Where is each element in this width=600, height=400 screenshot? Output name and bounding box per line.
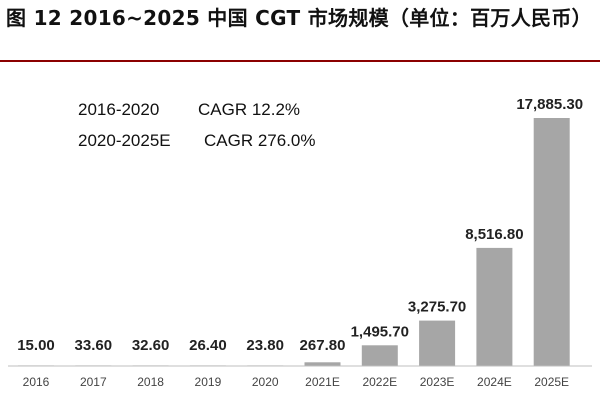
data-labels: 15.00 33.60 32.60 26.40 23.80 267.80 1,495.70 3… bbox=[17, 96, 583, 354]
title-underline bbox=[0, 60, 600, 62]
chart-title: 图 12 2016~2025 中国 CGT 市场规模（单位：百万人民币） bbox=[6, 6, 592, 30]
bar-2021E bbox=[304, 362, 341, 366]
x-tick-2023E: 2023E bbox=[420, 375, 455, 389]
x-tick-2018: 2018 bbox=[137, 375, 164, 389]
bar-2022E bbox=[361, 345, 398, 366]
cagr-annotations: 2016-2020 CAGR 12.2% 2020-2025E CAGR 276… bbox=[78, 100, 316, 150]
x-axis-ticks: 2016 2017 2018 2019 2020 2021E 2022E 2023E 2024E… bbox=[23, 375, 569, 389]
value-label-2018: 32.60 bbox=[132, 337, 170, 354]
bar-series bbox=[18, 118, 570, 366]
value-label-2025E: 17,885.30 bbox=[516, 96, 583, 113]
cagr-value-2: CAGR 276.0% bbox=[204, 131, 316, 150]
cagr-period-2: 2020-2025E bbox=[78, 131, 171, 150]
x-tick-2020: 2020 bbox=[252, 375, 279, 389]
x-tick-2025E: 2025E bbox=[534, 375, 569, 389]
cagr-period-1: 2016-2020 bbox=[78, 100, 159, 119]
bar-2024E bbox=[476, 247, 513, 366]
value-label-2019: 26.40 bbox=[189, 337, 227, 354]
value-label-2021E: 267.80 bbox=[300, 337, 346, 354]
value-label-2023E: 3,275.70 bbox=[408, 299, 466, 316]
value-label-2022E: 1,495.70 bbox=[351, 323, 409, 340]
x-tick-2021E: 2021E bbox=[305, 375, 340, 389]
x-tick-2017: 2017 bbox=[80, 375, 107, 389]
bar-2025E bbox=[533, 118, 570, 366]
value-label-2017: 33.60 bbox=[75, 337, 113, 354]
value-label-2024E: 8,516.80 bbox=[465, 226, 523, 243]
x-tick-2024E: 2024E bbox=[477, 375, 512, 389]
value-label-2016: 15.00 bbox=[17, 337, 55, 354]
x-tick-2022E: 2022E bbox=[362, 375, 397, 389]
x-tick-2019: 2019 bbox=[195, 375, 222, 389]
x-tick-2016: 2016 bbox=[23, 375, 50, 389]
value-label-2020: 23.80 bbox=[246, 337, 284, 354]
cagr-value-1: CAGR 12.2% bbox=[198, 100, 300, 119]
bar-2023E bbox=[419, 320, 456, 366]
